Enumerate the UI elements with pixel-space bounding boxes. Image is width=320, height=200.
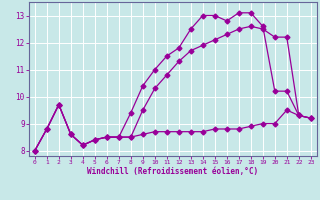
X-axis label: Windchill (Refroidissement éolien,°C): Windchill (Refroidissement éolien,°C) (87, 167, 258, 176)
